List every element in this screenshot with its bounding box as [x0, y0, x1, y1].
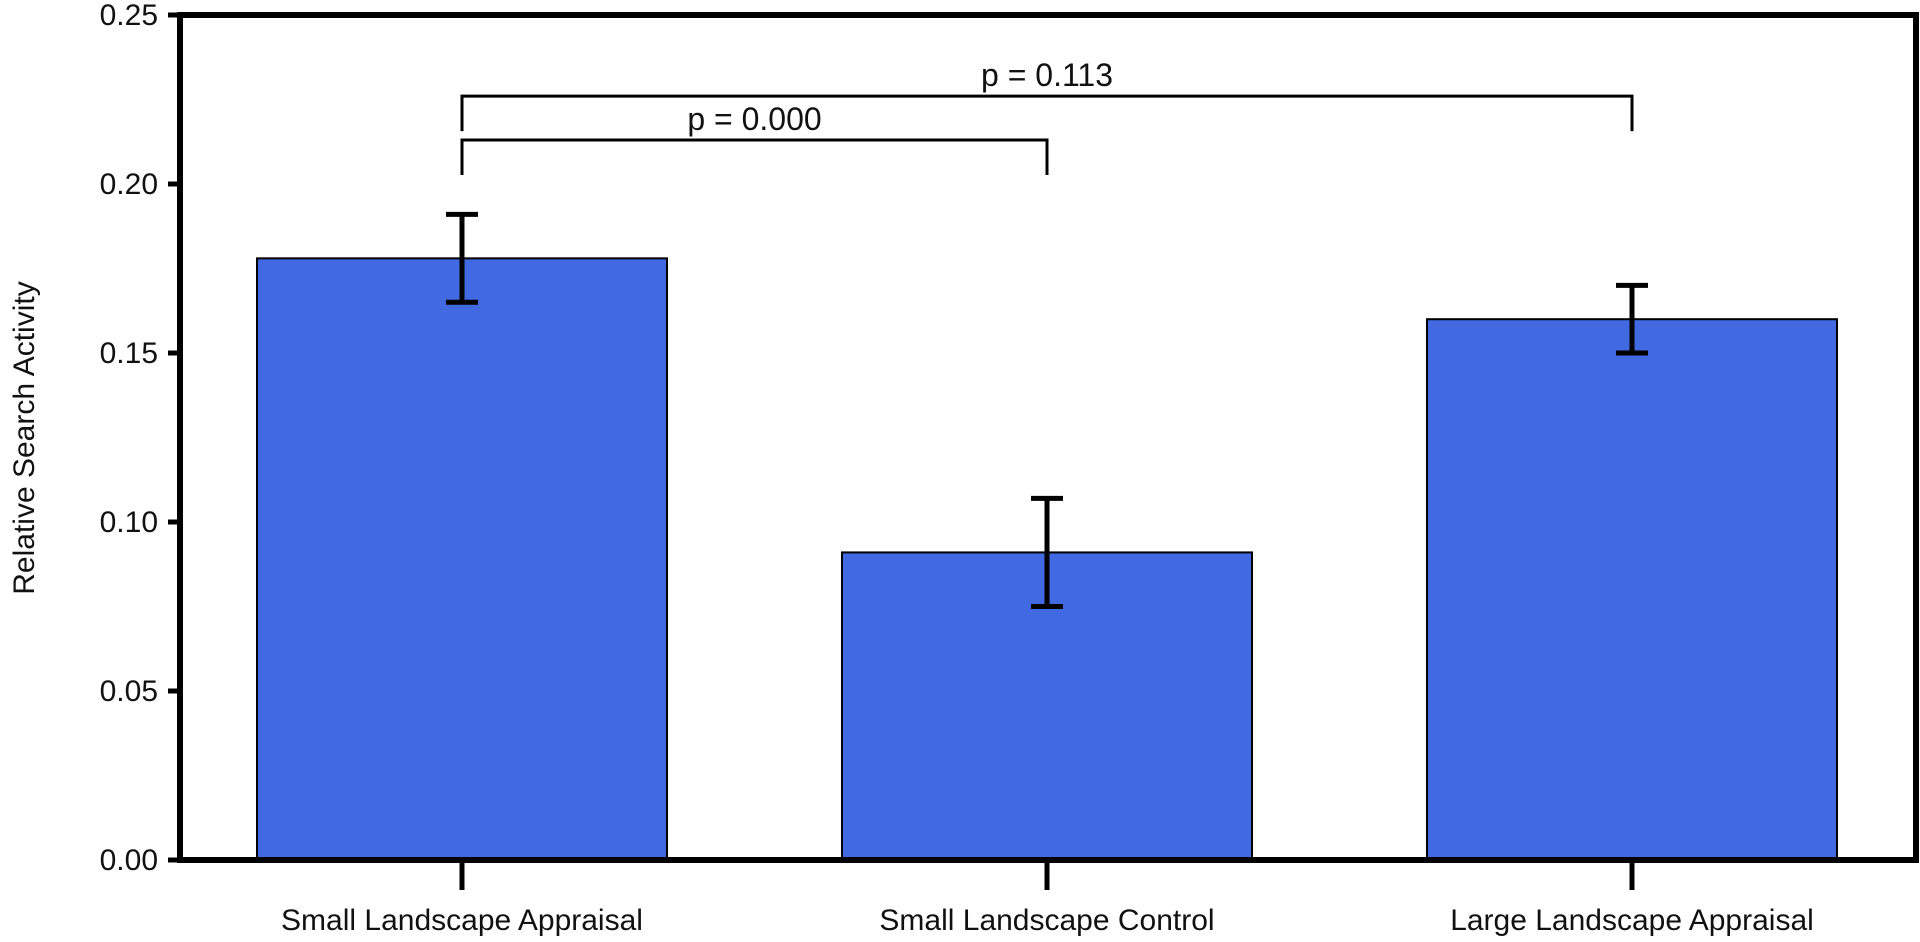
error-bar-1: [446, 211, 478, 305]
y-tick-label: 0.20: [100, 168, 158, 201]
bracket-line: [460, 94, 1634, 132]
y-tick-label: 0.05: [100, 675, 158, 708]
x-tick-label: Small Landscape Control: [879, 904, 1214, 937]
significance-bracket-1: p = 0.000: [460, 101, 1049, 176]
bar-1: [256, 257, 668, 861]
y-axis-label: Relative Search Activity: [8, 281, 41, 594]
p-value-label: p = 0.000: [687, 101, 821, 137]
significance-layer: p = 0.000 p = 0.113: [460, 57, 1634, 176]
x-axis: Small Landscape Appraisal Small Landscape…: [281, 860, 1814, 937]
error-bar-2: [1031, 495, 1063, 609]
bracket-line: [460, 138, 1049, 176]
y-tick-label: 0.15: [100, 337, 158, 370]
p-value-label: p = 0.113: [981, 57, 1113, 93]
bars-layer: [256, 257, 1838, 861]
y-tick-label: 0.10: [100, 506, 158, 539]
y-tick-label: 0.25: [100, 0, 158, 32]
y-tick-label: 0.00: [100, 844, 158, 877]
y-axis: 0.00 0.05 0.10 0.15 0.20 0.25: [100, 0, 180, 877]
x-tick-label: Small Landscape Appraisal: [281, 904, 643, 937]
significance-bracket-2: p = 0.113: [460, 57, 1634, 132]
bar-3: [1426, 318, 1838, 861]
error-bar-3: [1616, 282, 1648, 356]
error-bars-layer: [446, 211, 1648, 609]
x-tick-label: Large Landscape Appraisal: [1450, 904, 1814, 937]
